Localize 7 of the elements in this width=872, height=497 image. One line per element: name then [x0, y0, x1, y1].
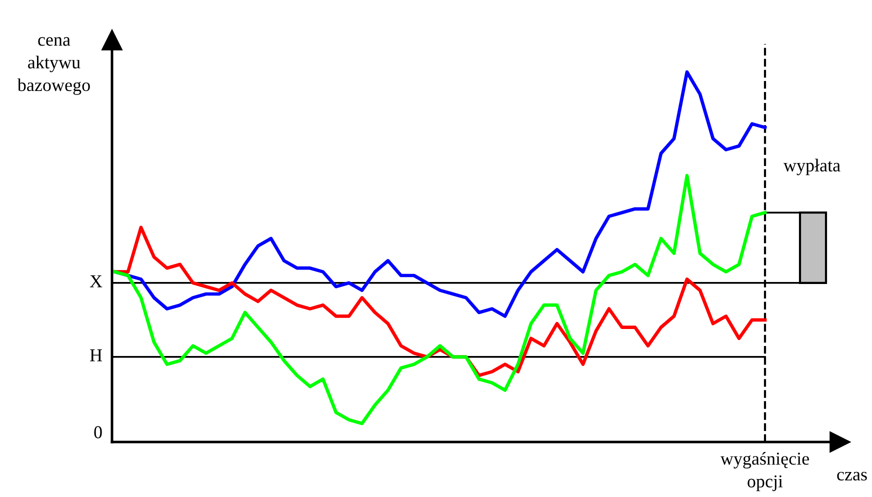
x-axis-title: czas [837, 472, 867, 481]
text: wygaśnięcie opcji [720, 452, 809, 492]
text: 0 [94, 426, 102, 438]
ref-line-label: H [90, 349, 102, 362]
text: wypłata [783, 158, 840, 176]
ref-line-label: X [90, 275, 102, 288]
y-axis-title: cena aktywu bazowego [17, 37, 90, 95]
